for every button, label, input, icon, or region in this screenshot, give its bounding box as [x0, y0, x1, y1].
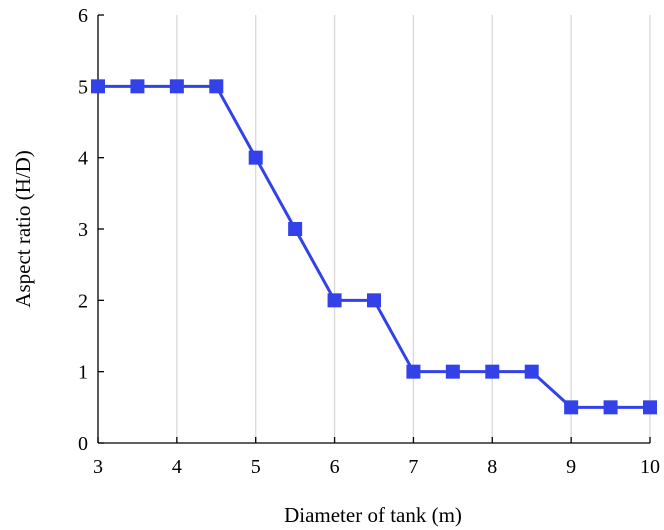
y-tick-label-2: 2 — [78, 290, 88, 312]
y-axis-label: Aspect ratio (H/D) — [11, 150, 35, 307]
y-tick-label-0: 0 — [78, 433, 88, 455]
data-point-0-14 — [643, 400, 657, 415]
x-tick-label-7: 7 — [408, 456, 418, 478]
axes — [97, 14, 651, 444]
data-point-0-5 — [288, 222, 303, 236]
x-tick-label-9: 9 — [566, 456, 576, 478]
data-point-0-3 — [209, 79, 224, 94]
y-tick-label-4: 4 — [78, 148, 88, 170]
data-point-0-11 — [524, 364, 539, 379]
data-point-0-9 — [445, 364, 460, 379]
data-point-0-12 — [564, 400, 579, 415]
data-point-0-4 — [248, 150, 263, 165]
data-point-0-0 — [91, 79, 105, 94]
data-point-0-10 — [485, 364, 500, 379]
x-axis-label: Diameter of tank (m) — [284, 503, 462, 527]
x-tick-label-8: 8 — [487, 456, 497, 478]
x-tick-label-5: 5 — [251, 456, 261, 478]
x-tick-label-10: 10 — [640, 456, 660, 478]
y-tick-label-1: 1 — [78, 362, 88, 384]
series-line-0 — [98, 84, 650, 409]
data-point-0-2 — [169, 79, 184, 94]
x-tick-label-4: 4 — [172, 456, 182, 478]
y-tick-label-5: 5 — [78, 76, 88, 98]
gridlines — [176, 15, 651, 443]
x-tick-label-6: 6 — [330, 456, 340, 478]
data-point-0-1 — [130, 79, 145, 94]
x-tick-label-3: 3 — [93, 456, 103, 478]
y-tick-label-3: 3 — [78, 219, 88, 241]
data-point-0-6 — [327, 293, 342, 308]
tick-labels: 0 1 2 3 4 5 6 3 4 5 6 7 8 9 10 — [78, 5, 660, 478]
data-point-0-8 — [406, 364, 421, 379]
data-point-0-13 — [603, 400, 618, 415]
data-point-0-7 — [367, 293, 381, 308]
data-series — [91, 79, 657, 415]
y-tick-label-6: 6 — [78, 5, 88, 27]
